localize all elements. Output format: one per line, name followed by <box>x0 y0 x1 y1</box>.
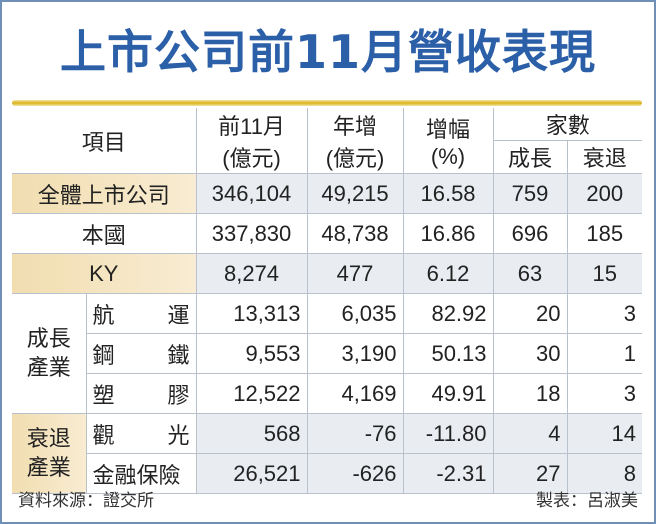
page-title: 上市公司前11月營收表現 <box>59 25 596 79</box>
cell-up: 30 <box>492 333 568 374</box>
row-label-char: 運 <box>167 302 190 328</box>
row-label-text: 航運 <box>93 298 190 330</box>
header-yoy-line2: (億元) <box>325 145 385 171</box>
table-row: KY 8,274 477 6.12 63 15 <box>12 253 643 294</box>
group-label-line: 產業 <box>26 354 71 380</box>
title-divider <box>12 100 642 106</box>
cell-up: 63 <box>492 253 568 294</box>
header-revenue-line1: 前11月 <box>218 113 285 139</box>
header-revenue-line2: (億元) <box>222 145 281 171</box>
group-label: 成長 產業 <box>12 293 87 414</box>
cell-down: 3 <box>566 293 643 334</box>
cell-revenue: 13,313 <box>195 293 308 334</box>
group-label: 衰退 產業 <box>12 413 87 494</box>
cell-revenue: 26,521 <box>195 453 308 494</box>
header-rate-line2: (%) <box>430 143 466 169</box>
cell-down: 1 <box>566 333 643 374</box>
row-label-char: 觀 <box>92 422 115 448</box>
source-note: 資料來源：證交所 <box>18 491 154 510</box>
row-label-char: 膠 <box>167 382 190 408</box>
cell-rate: 82.92 <box>402 293 494 334</box>
table-row: 成長 產業航運 13,313 6,035 82.92 20 3 <box>12 293 643 414</box>
row-label-char: 鐵 <box>167 342 190 368</box>
table-row: 衰退 產業觀光 568 -76 -11.80 4 14 <box>12 413 643 494</box>
row-label: 塑膠 <box>86 373 197 414</box>
cell-rate: 6.12 <box>402 253 494 294</box>
row-label: KY <box>12 253 197 294</box>
header-companies-up: 成長 <box>493 140 568 174</box>
header-companies-down: 衰退 <box>566 140 643 174</box>
header-yoy: 年增 (億元) <box>306 108 404 174</box>
row-label: 觀光 <box>85 413 197 454</box>
cell-revenue: 568 <box>195 413 308 454</box>
maker-note: 製表：呂淑美 <box>536 491 638 510</box>
row-label: 航運 <box>85 293 197 334</box>
group-label-line: 衰退 <box>26 425 71 451</box>
table-body: 全體上市公司 346,104 49,215 16.58 759 200 本國 337,830 4… <box>12 173 643 494</box>
table-row: 本國 337,830 48,738 16.86 696 185 <box>12 213 643 254</box>
cell-yoy: 6,035 <box>306 293 404 334</box>
table-row: 金融保險 26,521 -626 -2.31 27 8 <box>12 453 643 494</box>
cell-down: 200 <box>566 173 643 214</box>
cell-rate: 49.91 <box>402 373 494 414</box>
row-label: 本國 <box>12 213 197 254</box>
row-label-char: 航 <box>92 302 115 328</box>
row-label-char: 鋼 <box>92 342 115 368</box>
header-revenue: 前11月 (億元) <box>195 108 308 174</box>
row-label-text: 塑膠 <box>93 378 190 410</box>
row-label-char: 塑 <box>92 382 115 408</box>
cell-down: 185 <box>566 213 643 254</box>
group-label-line: 成長 <box>26 325 71 351</box>
cell-yoy: 48,738 <box>306 213 404 254</box>
cell-down: 8 <box>566 453 643 494</box>
cell-up: 20 <box>492 293 568 334</box>
cell-revenue: 9,553 <box>195 333 308 374</box>
header-yoy-line1: 年增 <box>333 113 378 139</box>
cell-rate: 50.13 <box>402 333 494 374</box>
table-row: 鋼鐵 9,553 3,190 50.13 30 1 <box>12 333 643 374</box>
cell-up: 696 <box>492 213 568 254</box>
cell-rate: -11.80 <box>402 413 494 454</box>
cell-rate: 16.86 <box>402 213 494 254</box>
revenue-table: 項目 前11月 (億元) 年增 (億元) 增幅 (%) 家數 成長 衰退 全體上市公司… <box>12 108 643 494</box>
cell-yoy: -626 <box>306 453 404 494</box>
cell-revenue: 12,522 <box>195 373 308 414</box>
cell-yoy: 477 <box>306 253 404 294</box>
table-row: 全體上市公司 346,104 49,215 16.58 759 200 <box>12 173 643 214</box>
cell-down: 3 <box>566 373 643 414</box>
cell-up: 759 <box>492 173 568 214</box>
header-growth-rate: 增幅 (%) <box>402 108 494 174</box>
cell-up: 27 <box>492 453 568 494</box>
cell-revenue: 337,830 <box>195 213 308 254</box>
row-label-text: 鋼鐵 <box>93 338 190 370</box>
cell-up: 18 <box>492 373 568 414</box>
cell-rate: -2.31 <box>402 453 494 494</box>
cell-down: 14 <box>566 413 643 454</box>
cell-yoy: -76 <box>306 413 404 454</box>
cell-revenue: 346,104 <box>195 173 308 214</box>
row-label: 全體上市公司 <box>12 173 197 214</box>
row-label: 鋼鐵 <box>86 333 197 374</box>
cell-rate: 16.58 <box>402 173 494 214</box>
group-label-line: 產業 <box>26 454 71 480</box>
header-item: 項目 <box>12 108 197 174</box>
row-label: 金融保險 <box>86 453 197 494</box>
header-rate-line1: 增幅 <box>426 116 471 142</box>
cell-yoy: 4,169 <box>306 373 404 414</box>
table-row: 塑膠 12,522 4,169 49.91 18 3 <box>12 373 643 414</box>
cell-down: 15 <box>566 253 643 294</box>
cell-revenue: 8,274 <box>195 253 308 294</box>
cell-up: 4 <box>492 413 568 454</box>
cell-yoy: 3,190 <box>306 333 404 374</box>
header-companies: 家數 <box>492 108 643 141</box>
row-label-char: 光 <box>167 422 190 448</box>
cell-yoy: 49,215 <box>306 173 404 214</box>
row-label-text: 觀光 <box>93 418 190 450</box>
